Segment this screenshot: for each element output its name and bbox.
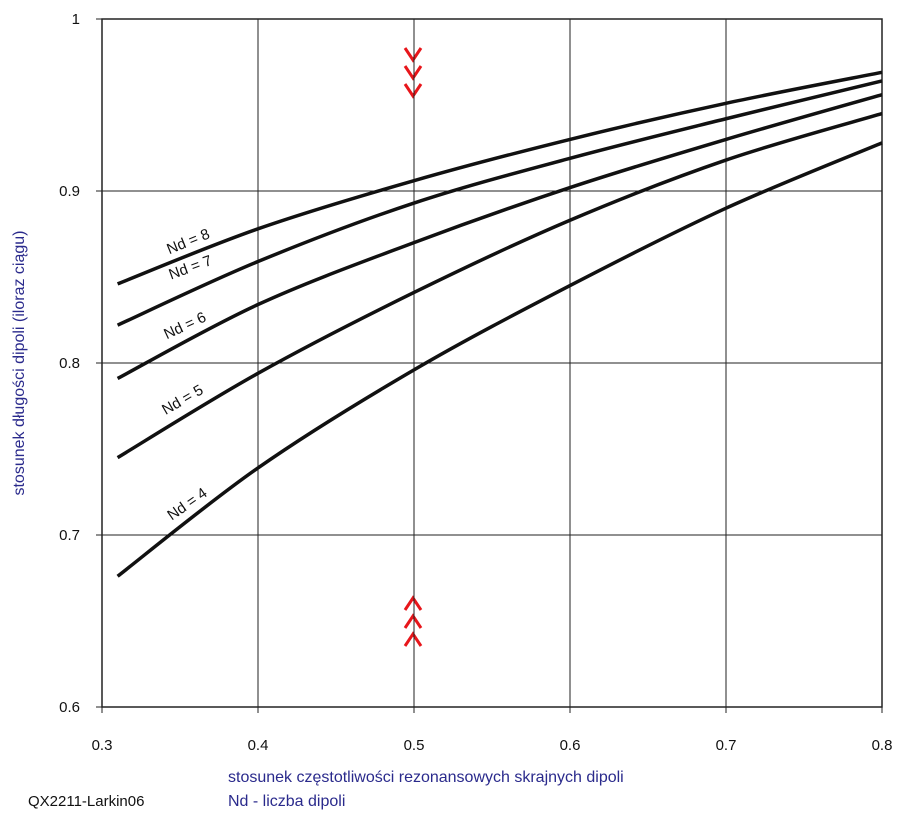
series-line: [116, 70, 883, 286]
y-tick-label: 0.9: [59, 183, 80, 200]
series-line: [116, 141, 883, 578]
series-label: Nd = 4: [164, 485, 210, 525]
markers-bottom: [403, 595, 423, 647]
plot-frame: [101, 18, 883, 708]
x-tick-label: 0.5: [404, 737, 425, 754]
x-tick-label: 0.7: [716, 737, 737, 754]
y-axis-label: stosunek długości dipoli (iloraz ciągu): [11, 230, 28, 495]
note: Nd - liczba dipoli: [228, 793, 345, 810]
x-tick-label: 0.4: [248, 737, 269, 754]
y-tick-label: 0.6: [59, 699, 80, 716]
series-line: [116, 111, 883, 460]
series-label: Nd = 5: [159, 382, 206, 419]
x-axis-label: stosunek częstotliwości rezonansowych sk…: [228, 769, 624, 786]
x-tick-label: 0.3: [92, 737, 113, 754]
figure-id: QX2211-Larkin06: [28, 793, 144, 810]
series-label: Nd = 6: [161, 309, 209, 343]
y-tick-label: 0.7: [59, 527, 80, 544]
y-tick-label: 0.8: [59, 355, 80, 372]
series-line: [116, 79, 883, 327]
series-line: [116, 92, 883, 381]
x-tick-label: 0.6: [560, 737, 581, 754]
y-tick-label: 1: [72, 11, 80, 28]
markers-top: [403, 47, 423, 99]
x-tick-label: 0.8: [872, 737, 893, 754]
